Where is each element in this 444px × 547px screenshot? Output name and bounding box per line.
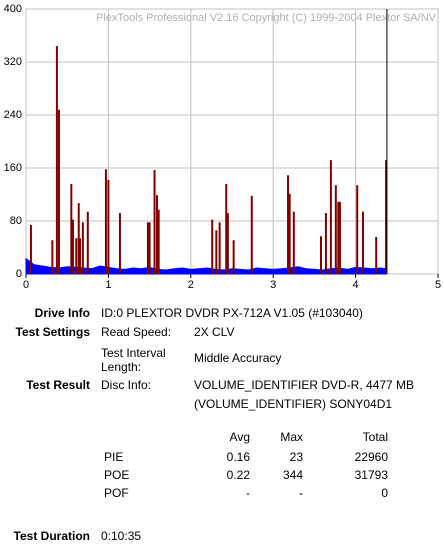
y-tick-label: 0 <box>16 268 22 280</box>
cell: 31793 <box>354 468 388 482</box>
value: VOLUME_IDENTIFIER DVD-R, 4477 MB <box>194 378 415 392</box>
row-label: POE <box>104 468 130 482</box>
cell: - <box>299 486 303 500</box>
poe-bar <box>218 222 221 274</box>
row-label: POF <box>104 486 129 500</box>
poe-bar <box>334 185 337 274</box>
column-header: Max <box>280 430 303 444</box>
poe-bar <box>29 224 32 274</box>
x-tick-label: 1 <box>105 279 111 291</box>
column-header: Total <box>362 430 388 444</box>
poe-bar <box>356 185 359 274</box>
poe-bar <box>225 183 228 274</box>
poe-bar <box>86 211 89 274</box>
poe-bar <box>232 240 235 274</box>
y-tick-label: 240 <box>4 109 22 121</box>
cell: - <box>246 486 250 500</box>
poe-bar <box>51 240 54 274</box>
value: (VOLUME_IDENTIFIER) SONY04D1 <box>194 397 393 411</box>
poe-bar <box>338 201 341 274</box>
poe-bar <box>319 236 322 274</box>
poe-bar <box>375 236 378 274</box>
label: Drive Info <box>34 306 90 320</box>
poe-bar <box>107 179 110 274</box>
label: Test Interval Length: <box>101 346 166 374</box>
cell: 0 <box>381 486 388 500</box>
cell: 23 <box>289 450 303 464</box>
poe-bar <box>329 160 332 274</box>
y-tick-label: 320 <box>4 56 22 68</box>
chart: 0 80 160 240 320 400 0 1 2 3 4 5 PlexTools Professio… <box>4 3 441 291</box>
cell: 0.22 <box>226 468 250 482</box>
x-tick-label: 3 <box>270 279 276 291</box>
x-tick-label: 5 <box>435 279 441 291</box>
poe-bar <box>288 193 291 274</box>
poe-bar <box>324 213 327 274</box>
poe-bar <box>153 169 156 274</box>
poe-bar <box>57 109 60 274</box>
cell: 22960 <box>354 450 388 464</box>
value: ID:0 PLEXTOR DVDR PX-712A V1.05 (#103040… <box>101 306 363 320</box>
value: 0:10:35 <box>101 529 142 543</box>
x-tick-label: 0 <box>23 279 29 291</box>
label: Test Settings <box>15 325 90 339</box>
poe-bar <box>250 195 253 274</box>
poe-bar <box>337 201 340 274</box>
poe-bar <box>77 203 80 274</box>
poe-bar <box>156 195 159 274</box>
row-label: PIE <box>104 450 124 464</box>
cell: 344 <box>282 468 303 482</box>
label: Read Speed: <box>101 325 172 339</box>
poe-bar <box>292 211 295 274</box>
poe-bar <box>215 230 218 274</box>
y-tick-label: 160 <box>4 162 22 174</box>
watermark: PlexTools Professional V2.16 Copyright (… <box>96 12 437 24</box>
poe-bar <box>118 213 121 274</box>
x-tick-label: 4 <box>353 279 359 291</box>
label: Disc Info: <box>101 378 152 392</box>
poe-bar <box>104 169 107 274</box>
poe-bar <box>148 222 151 274</box>
poe-bar <box>226 213 229 274</box>
poe-bar <box>75 238 78 274</box>
label: Test Result <box>26 378 90 392</box>
poe-bar <box>70 183 73 274</box>
column-header: Avg <box>229 430 250 444</box>
poe-bar <box>55 46 58 274</box>
poe-bar <box>211 219 214 274</box>
x-tick-label: 2 <box>188 279 194 291</box>
poe-bar <box>385 160 388 274</box>
poe-bar <box>146 222 149 274</box>
poe-bar <box>157 209 160 274</box>
plot-area <box>25 8 439 275</box>
poe-bar <box>81 222 84 274</box>
label: Test Duration <box>13 529 90 543</box>
value: Middle Accuracy <box>194 351 282 365</box>
y-tick-label: 400 <box>4 3 22 15</box>
poe-bar <box>78 238 81 274</box>
poe-bar <box>287 175 290 274</box>
y-tick-label: 80 <box>10 215 22 227</box>
poe-bar <box>362 211 365 274</box>
poe-bar <box>71 219 74 274</box>
cell: 0.16 <box>226 450 250 464</box>
value: 2X CLV <box>194 325 235 339</box>
